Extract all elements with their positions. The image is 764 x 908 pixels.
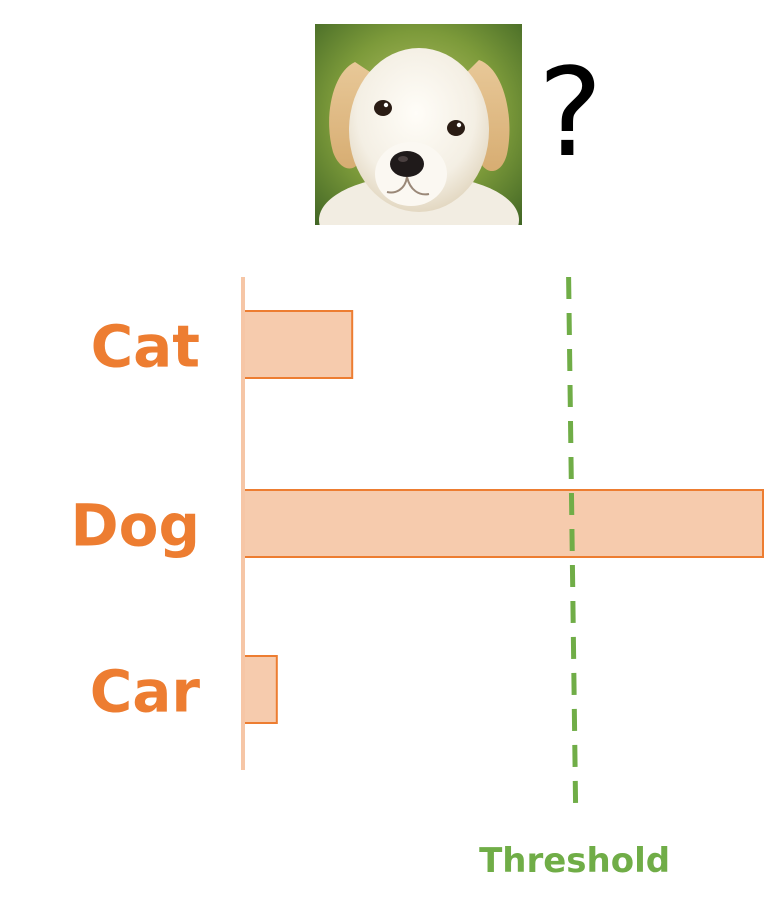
bar-car bbox=[242, 655, 278, 724]
bar-cat bbox=[242, 310, 354, 379]
bars-group bbox=[242, 310, 764, 724]
category-label-cat: Cat bbox=[91, 313, 200, 381]
category-label-dog: Dog bbox=[70, 492, 200, 560]
dog-photo bbox=[315, 24, 522, 225]
category-label-car: Car bbox=[90, 658, 201, 726]
threshold-label: Threshold bbox=[479, 841, 670, 881]
bar-dog bbox=[242, 489, 764, 558]
category-labels-group: Cat Dog Car bbox=[70, 313, 200, 726]
threshold-line bbox=[566, 276, 579, 807]
dog-photo-svg bbox=[315, 24, 522, 225]
question-mark: ? bbox=[538, 42, 603, 184]
